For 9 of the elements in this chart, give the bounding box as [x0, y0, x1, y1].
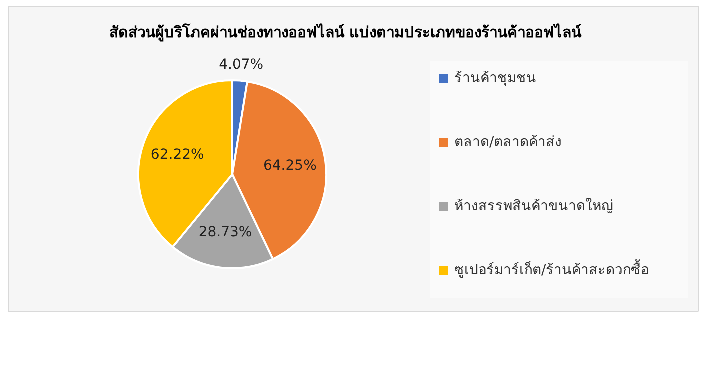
data-label: 62.22% — [150, 146, 204, 163]
data-label: 28.73% — [198, 224, 252, 240]
legend-label: ร้านค้าชุมชน — [454, 70, 536, 86]
data-label: 4.07% — [219, 56, 264, 73]
data-label: 64.25% — [263, 158, 317, 174]
legend-label: ตลาด/ตลาดค้าส่ง — [454, 134, 562, 150]
legend-label: ห้างสรรพสินค้าขนาดใหญ่ — [454, 198, 614, 214]
chart-title: สัดส่วนผู้บริโภคผ่านช่องทางออฟไลน์ แบ่งตามประเภทของร้านค้าออฟไลน์ — [109, 22, 583, 42]
legend-label: ซูเปอร์มาร์เก็ต/ร้านค้าสะดวกซื้อ — [454, 260, 650, 278]
